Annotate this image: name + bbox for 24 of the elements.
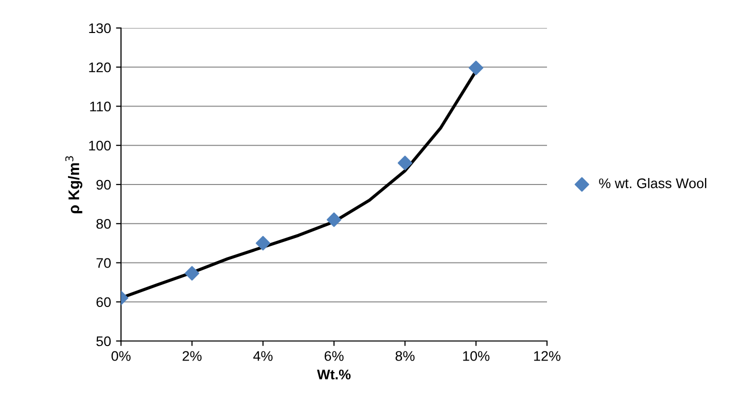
point [326, 212, 342, 227]
x-axis-title: Wt.% [317, 370, 351, 380]
point [256, 236, 270, 250]
y-tick-label: 130 [89, 23, 111, 34]
y-axis-title: ρ Kg/m$^{3}$ [65, 156, 82, 214]
y-tick-label: 110 [90, 102, 111, 112]
y-tick-label: 80 [96, 218, 111, 229]
x-tick-label: 6% [324, 351, 344, 361]
y-tick-label: 50 [96, 336, 111, 346]
y-tick-label: 100 [89, 140, 111, 151]
x-tick-label: 12% [534, 351, 560, 361]
point [184, 266, 200, 281]
y-tick-label: 90 [96, 180, 111, 190]
point [398, 156, 412, 170]
y-tick-label: 70 [96, 258, 111, 268]
y-tick-label: 60 [96, 297, 111, 308]
point [468, 60, 484, 76]
y-tick-label: 120 [89, 62, 111, 72]
x-tick-label: 10% [463, 351, 490, 361]
x-tick-label: 2% [182, 351, 202, 361]
x-tick-label: 8% [396, 351, 415, 361]
x-tick-label: 4% [253, 351, 273, 361]
legend-label: % wt. Glass Wool [599, 178, 706, 188]
x-tick-label: 0% [112, 351, 131, 361]
